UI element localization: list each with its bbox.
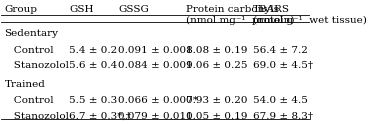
Text: GSSG: GSSG xyxy=(118,5,149,14)
Text: 5.5 ± 0.3: 5.5 ± 0.3 xyxy=(69,96,117,105)
Text: 54.0 ± 4.5: 54.0 ± 4.5 xyxy=(253,96,308,105)
Text: Stanozolol: Stanozolol xyxy=(4,112,70,121)
Text: 0.93 ± 0.20: 0.93 ± 0.20 xyxy=(186,96,247,105)
Text: Protein carbonyls
(nmol mg⁻¹  protein): Protein carbonyls (nmol mg⁻¹ protein) xyxy=(186,5,294,25)
Text: Control: Control xyxy=(4,46,54,55)
Text: 1.08 ± 0.19: 1.08 ± 0.19 xyxy=(186,46,247,55)
Text: 6.7 ± 0.3*,†: 6.7 ± 0.3*,† xyxy=(69,112,131,121)
Text: 0.066 ± 0.007*: 0.066 ± 0.007* xyxy=(118,96,198,105)
Text: 1.05 ± 0.19: 1.05 ± 0.19 xyxy=(186,112,247,121)
Text: 67.9 ± 8.3†: 67.9 ± 8.3† xyxy=(253,112,314,121)
Text: TBARS
(nmol g⁻¹  wet tissue): TBARS (nmol g⁻¹ wet tissue) xyxy=(253,5,367,25)
Text: Trained: Trained xyxy=(4,80,45,90)
Text: Group: Group xyxy=(4,5,38,14)
Text: 0.084 ± 0.009: 0.084 ± 0.009 xyxy=(118,61,193,70)
Text: 0.079 ± 0.010: 0.079 ± 0.010 xyxy=(118,112,193,121)
Text: 56.4 ± 7.2: 56.4 ± 7.2 xyxy=(253,46,308,55)
Text: 5.6 ± 0.4: 5.6 ± 0.4 xyxy=(69,61,117,70)
Text: GSH: GSH xyxy=(69,5,93,14)
Text: Control: Control xyxy=(4,96,54,105)
Text: 0.091 ± 0.008: 0.091 ± 0.008 xyxy=(118,46,193,55)
Text: 1.06 ± 0.25: 1.06 ± 0.25 xyxy=(186,61,247,70)
Text: Sedentary: Sedentary xyxy=(4,29,58,38)
Text: Stanozolol: Stanozolol xyxy=(4,61,70,70)
Text: 5.4 ± 0.2: 5.4 ± 0.2 xyxy=(69,46,117,55)
Text: 69.0 ± 4.5†: 69.0 ± 4.5† xyxy=(253,61,314,70)
